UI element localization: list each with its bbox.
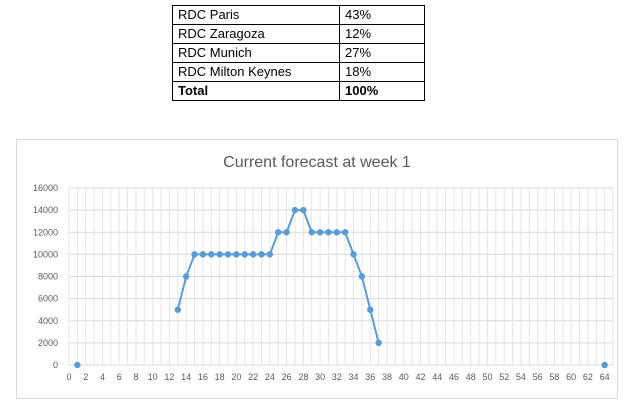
data-point [275,229,282,236]
x-tick-label: 48 [466,372,476,382]
data-point [358,273,366,280]
data-point [216,251,223,258]
data-point [283,229,290,236]
y-tick-label: 6000 [38,294,58,304]
chart-title: Current forecast at week 1 [223,154,411,171]
x-tick-label: 26 [282,372,292,382]
data-point [233,251,240,258]
grid-lines [68,187,614,366]
y-tick-label: 14000 [33,205,58,215]
x-tick-label: 38 [382,372,392,382]
x-tick-label: 64 [600,372,610,382]
data-point [341,229,349,236]
data-point [300,206,307,214]
x-tick-label: 14 [181,372,191,382]
data-point [601,361,608,369]
x-tick-label: 30 [315,372,325,382]
x-tick-label: 16 [198,372,208,382]
x-tick-label: 28 [298,372,308,382]
share-cell: 27% [339,43,425,63]
x-tick-label: 2 [83,372,88,382]
data-point [174,306,181,313]
data-point [316,229,324,236]
data-point [266,251,274,258]
table-row: RDC Zaragoza 12% [172,24,425,44]
data-point [191,251,198,258]
distribution-table: RDC Paris 43% RDC Zaragoza 12% RDC Munic… [172,5,425,101]
share-cell: 43% [339,5,425,25]
x-tick-label: 42 [415,372,425,382]
data-point [74,361,81,369]
x-tick-label: 10 [148,372,158,382]
data-point [325,229,332,236]
x-tick-label: 24 [265,372,275,382]
site-cell: RDC Milton Keynes [172,62,340,82]
x-tick-label: 58 [549,372,559,382]
data-point [308,229,315,236]
table-row: RDC Paris 43% [172,5,425,25]
site-cell: RDC Paris [172,5,340,25]
y-tick-label: 2000 [38,338,58,348]
site-cell: RDC Munich [172,43,340,63]
x-tick-label: 40 [399,372,409,382]
x-tick-label: 22 [248,372,258,382]
table-total-row: Total 100% [172,81,425,101]
y-tick-label: 4000 [38,316,58,326]
x-tick-label: 18 [215,372,225,382]
x-tick-label: 0 [66,372,71,382]
x-tick-label: 54 [516,372,526,382]
x-tick-label: 12 [164,372,174,382]
share-cell: 18% [339,62,425,82]
x-tick-label: 20 [231,372,241,382]
x-tick-label: 44 [432,372,442,382]
data-point [291,206,299,214]
x-tick-label: 60 [566,372,576,382]
data-point [375,339,382,347]
y-tick-label: 16000 [33,183,58,193]
y-tick-label: 8000 [38,272,58,282]
x-tick-label: 8 [133,372,138,382]
share-cell: 12% [339,24,425,44]
x-tick-label: 56 [533,372,543,382]
data-point [224,251,232,258]
chart-canvas: Current forecast at week 1 0 2000 4000 6000… [33,154,614,382]
x-tick-label: 32 [332,372,342,382]
data-point [249,251,257,258]
site-cell: RDC Zaragoza [172,24,340,44]
data-point [258,251,265,258]
data-point [350,251,357,258]
table-row: RDC Munich 27% [172,43,425,63]
y-tick-label: 10000 [33,249,58,259]
x-tick-label: 62 [583,372,593,382]
data-point [367,306,374,313]
data-point [208,251,215,258]
series-layer [74,206,608,369]
data-point [182,273,190,280]
y-tick-label: 0 [53,360,58,370]
data-point [333,229,341,236]
data-point [241,251,248,258]
x-tick-label: 34 [349,372,359,382]
data-point [199,251,207,258]
table-row: RDC Milton Keynes 18% [172,62,425,82]
x-tick-label: 52 [499,372,509,382]
y-tick-label: 12000 [33,227,58,237]
total-share-cell: 100% [339,81,425,101]
x-tick-label: 4 [100,372,105,382]
x-tick-label: 6 [117,372,122,382]
x-tick-label: 46 [449,372,459,382]
total-label-cell: Total [172,81,340,101]
forecast-chart: Current forecast at week 1 0 2000 4000 6000… [16,139,618,399]
x-tick-label: 36 [365,372,375,382]
x-tick-label: 50 [482,372,492,382]
